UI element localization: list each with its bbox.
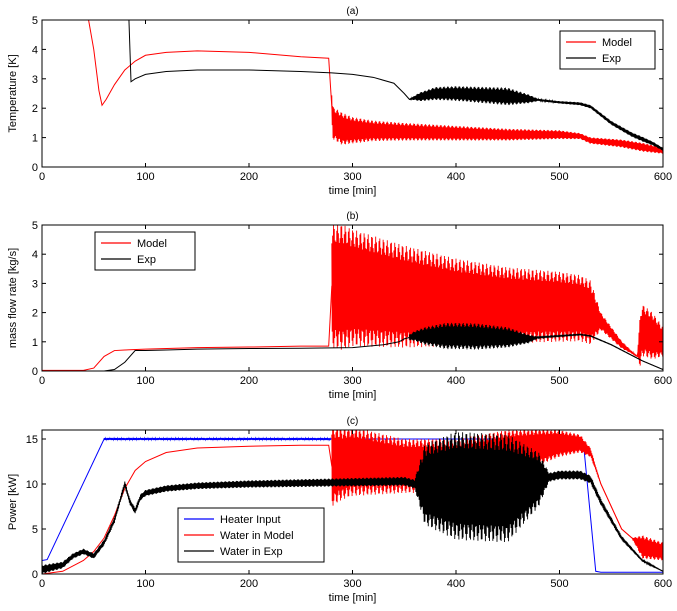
y-tick-label: 10 (26, 479, 38, 491)
x-tick-label: 0 (39, 171, 45, 183)
y-tick-label: 5 (32, 15, 38, 27)
y-axis-label: Power [kW] (7, 474, 19, 530)
series-line (42, 474, 663, 572)
series-model (42, 225, 663, 371)
chart-panel-2: 0 100 200 300 400 500 600 0 1 2 3 4 5 (b) time [min] ma… (7, 211, 672, 401)
legend-box (559, 30, 656, 70)
series-exp (42, 322, 663, 371)
y-axis-label: mass flow rate [kg/s] (7, 248, 19, 348)
x-tick-label: 300 (343, 375, 361, 387)
x-tick-label: 400 (447, 171, 465, 183)
x-tick-label: 200 (240, 171, 258, 183)
x-tick-label: 0 (39, 375, 45, 387)
series-band (42, 432, 663, 574)
x-tick-label: 500 (550, 578, 568, 590)
x-axis-label: time [min] (329, 185, 377, 197)
x-tick-label: 300 (343, 578, 361, 590)
series-line (42, 438, 663, 573)
y-tick-label: 0 (32, 569, 38, 581)
legend: Model Exp (94, 231, 196, 271)
y-tick-label: 5 (32, 220, 38, 232)
x-tick-label: 600 (654, 375, 672, 387)
y-tick-label: 1 (32, 133, 38, 145)
y-tick-label: 4 (32, 44, 38, 56)
legend-entry: Exp (602, 53, 621, 65)
y-tick-label: 2 (32, 103, 38, 115)
x-tick-label: 500 (550, 171, 568, 183)
y-tick-label: 5 (32, 524, 38, 536)
series-line (128, 20, 663, 150)
x-tick-label: 100 (136, 171, 154, 183)
chart-title: (c) (347, 416, 359, 427)
series-line (42, 285, 663, 371)
legend-entry: Water in Model (220, 530, 294, 542)
chart-panel-1: 0 100 200 300 400 500 600 0 1 2 3 4 5 (a) time [min] Te… (7, 6, 672, 197)
legend: Model Exp (559, 30, 656, 70)
y-tick-label: 1 (32, 337, 38, 349)
series-band (331, 95, 663, 154)
x-tick-label: 200 (240, 578, 258, 590)
series-line (88, 20, 663, 152)
legend: Heater Input Water in Model Water in Exp (177, 507, 325, 563)
y-tick-label: 4 (32, 249, 38, 261)
legend-entry: Heater Input (220, 514, 281, 526)
series-water-in-model (42, 430, 663, 574)
x-axis-label: time [min] (329, 389, 377, 401)
y-tick-label: 0 (32, 162, 38, 174)
x-tick-label: 500 (550, 375, 568, 387)
y-axis-label: Temperature [K] (7, 54, 19, 132)
y-tick-label: 3 (32, 278, 38, 290)
y-tick-label: 0 (32, 366, 38, 378)
x-axis-label: time [min] (329, 592, 377, 604)
y-tick-label: 2 (32, 308, 38, 320)
series-line (42, 333, 663, 371)
x-tick-label: 400 (447, 375, 465, 387)
x-tick-label: 100 (136, 375, 154, 387)
chart-title: (a) (346, 6, 358, 17)
series-model (88, 20, 663, 154)
legend-entry: Exp (137, 254, 156, 266)
series-exp (128, 20, 663, 151)
y-tick-label: 3 (32, 74, 38, 86)
series-band (409, 86, 663, 151)
y-tick-label: 15 (26, 434, 38, 446)
chart-title: (b) (346, 211, 358, 222)
x-tick-label: 200 (240, 375, 258, 387)
chart-panel-3: 0 100 200 300 400 500 600 0 5 10 15 (c) time [min] Po… (7, 416, 672, 604)
legend-entry: Water in Exp (220, 546, 283, 558)
series-water-in-exp (42, 432, 663, 574)
legend-entry: Model (137, 238, 167, 250)
x-tick-label: 600 (654, 578, 672, 590)
legend-box (94, 231, 196, 271)
x-tick-label: 600 (654, 171, 672, 183)
series-heater-input (42, 436, 663, 573)
legend-entry: Model (602, 37, 632, 49)
series-line (42, 443, 663, 574)
x-tick-label: 100 (136, 578, 154, 590)
x-tick-label: 300 (343, 171, 361, 183)
x-tick-label: 400 (447, 578, 465, 590)
x-tick-label: 0 (39, 578, 45, 590)
series-band (331, 225, 663, 366)
